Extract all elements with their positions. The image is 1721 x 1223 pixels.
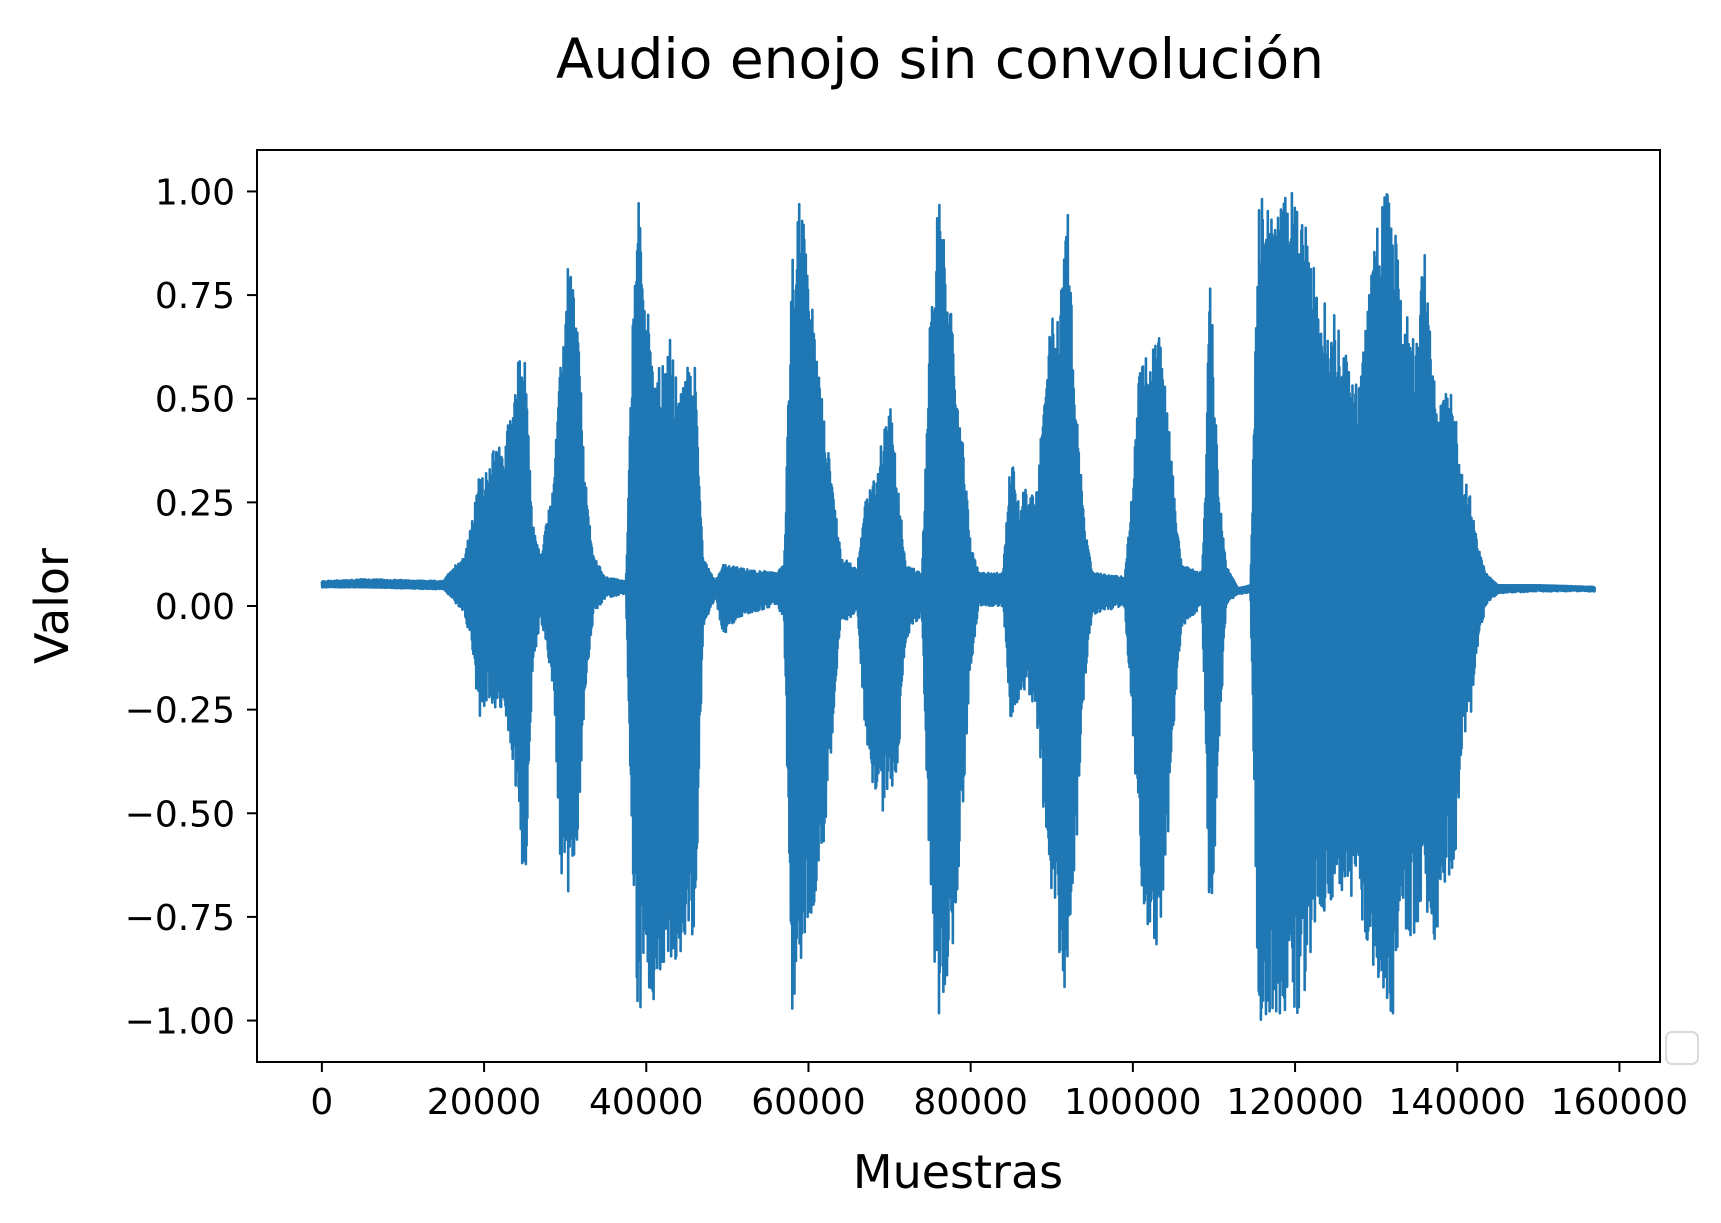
legend-box: [1665, 1031, 1699, 1065]
waveform-series-line: [320, 191, 1597, 1021]
x-tick-label: 160000: [1551, 1082, 1688, 1123]
series-layer: [320, 191, 1597, 1021]
x-tick-label: 20000: [427, 1082, 542, 1123]
y-tick-label: −0.75: [125, 898, 235, 939]
x-axis-label: Muestras: [853, 1145, 1063, 1199]
y-axis: 1.00 0.75 0.50 0.25 0.00 −0.25 −0.50 −0.75 −1.00: [125, 172, 257, 1043]
x-tick-label: 60000: [751, 1082, 866, 1123]
y-tick-label: 0.00: [155, 587, 235, 628]
x-tick-label: 100000: [1064, 1082, 1201, 1123]
y-tick-label: 0.25: [155, 483, 235, 524]
y-axis-label: Valor: [25, 548, 79, 664]
x-axis: 0 20000 40000 60000 80000 100000 120000 140000 1…: [310, 1062, 1688, 1123]
x-tick-label: 0: [310, 1082, 333, 1123]
x-tick-label: 120000: [1226, 1082, 1363, 1123]
y-tick-label: 0.75: [155, 276, 235, 317]
y-tick-label: 1.00: [155, 172, 235, 213]
x-tick-label: 140000: [1389, 1082, 1526, 1123]
x-tick-label: 40000: [589, 1082, 704, 1123]
y-tick-label: −1.00: [125, 1002, 235, 1043]
y-tick-label: −0.25: [125, 691, 235, 732]
x-tick-label: 80000: [913, 1082, 1028, 1123]
y-tick-label: 0.50: [155, 380, 235, 421]
y-tick-label: −0.50: [125, 794, 235, 835]
chart-title: Audio enojo sin convolución: [556, 27, 1324, 91]
